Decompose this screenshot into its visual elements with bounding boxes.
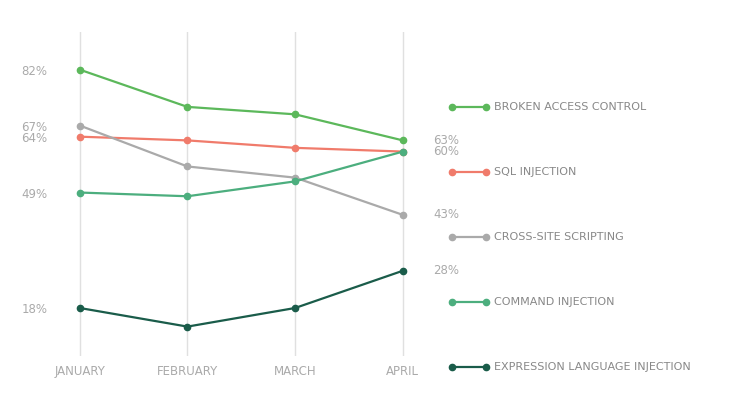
CROSS-SITE SCRIPTING [183, 164, 192, 169]
CROSS-SITE SCRIPTING [75, 123, 84, 128]
Text: COMMAND INJECTION: COMMAND INJECTION [494, 297, 615, 307]
SQL INJECTION [183, 138, 192, 143]
Text: 60%: 60% [433, 145, 459, 158]
EXPRESSION LANGUAGE INJECTION [75, 305, 84, 310]
CROSS-SITE SCRIPTING [290, 175, 299, 180]
BROKEN ACCESS CONTROL [75, 67, 84, 72]
EXPRESSION LANGUAGE INJECTION [290, 305, 299, 310]
Text: 63%: 63% [433, 134, 459, 147]
SQL INJECTION [290, 145, 299, 150]
Line: CROSS-SITE SCRIPTING: CROSS-SITE SCRIPTING [77, 122, 406, 218]
Text: 43%: 43% [433, 209, 459, 222]
Text: CROSS-SITE SCRIPTING: CROSS-SITE SCRIPTING [494, 232, 624, 242]
BROKEN ACCESS CONTROL [398, 138, 407, 143]
SQL INJECTION [398, 149, 407, 154]
Text: SQL INJECTION: SQL INJECTION [494, 167, 576, 177]
Line: SQL INJECTION: SQL INJECTION [77, 134, 406, 155]
Text: EXPRESSION LANGUAGE INJECTION: EXPRESSION LANGUAGE INJECTION [494, 362, 691, 371]
EXPRESSION LANGUAGE INJECTION [398, 269, 407, 273]
Text: 28%: 28% [433, 264, 459, 277]
BROKEN ACCESS CONTROL [183, 104, 192, 109]
EXPRESSION LANGUAGE INJECTION [183, 324, 192, 329]
Text: BROKEN ACCESS CONTROL: BROKEN ACCESS CONTROL [494, 102, 646, 112]
Line: EXPRESSION LANGUAGE INJECTION: EXPRESSION LANGUAGE INJECTION [77, 268, 406, 330]
COMMAND INJECTION [290, 179, 299, 184]
BROKEN ACCESS CONTROL [290, 112, 299, 117]
CROSS-SITE SCRIPTING [398, 213, 407, 217]
COMMAND INJECTION [75, 190, 84, 195]
COMMAND INJECTION [398, 149, 407, 154]
COMMAND INJECTION [183, 194, 192, 199]
Line: COMMAND INJECTION: COMMAND INJECTION [77, 149, 406, 199]
Line: BROKEN ACCESS CONTROL: BROKEN ACCESS CONTROL [77, 66, 406, 143]
SQL INJECTION [75, 134, 84, 139]
